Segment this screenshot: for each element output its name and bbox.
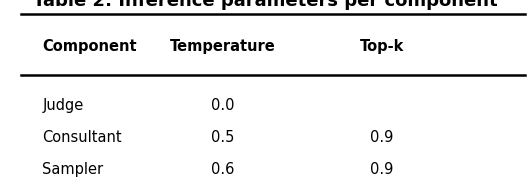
Text: Component: Component [42, 39, 137, 54]
Text: Top-k: Top-k [359, 39, 404, 54]
Text: 0.5: 0.5 [211, 130, 234, 145]
Text: Temperature: Temperature [170, 39, 276, 54]
Text: Sampler: Sampler [42, 162, 103, 177]
Text: Table 2: Inference parameters per component: Table 2: Inference parameters per compon… [33, 0, 497, 10]
Text: 0.0: 0.0 [211, 98, 234, 113]
Text: Judge: Judge [42, 98, 84, 113]
Text: 0.9: 0.9 [370, 130, 393, 145]
Text: 0.9: 0.9 [370, 162, 393, 177]
Text: 0.6: 0.6 [211, 162, 234, 177]
Text: Consultant: Consultant [42, 130, 122, 145]
